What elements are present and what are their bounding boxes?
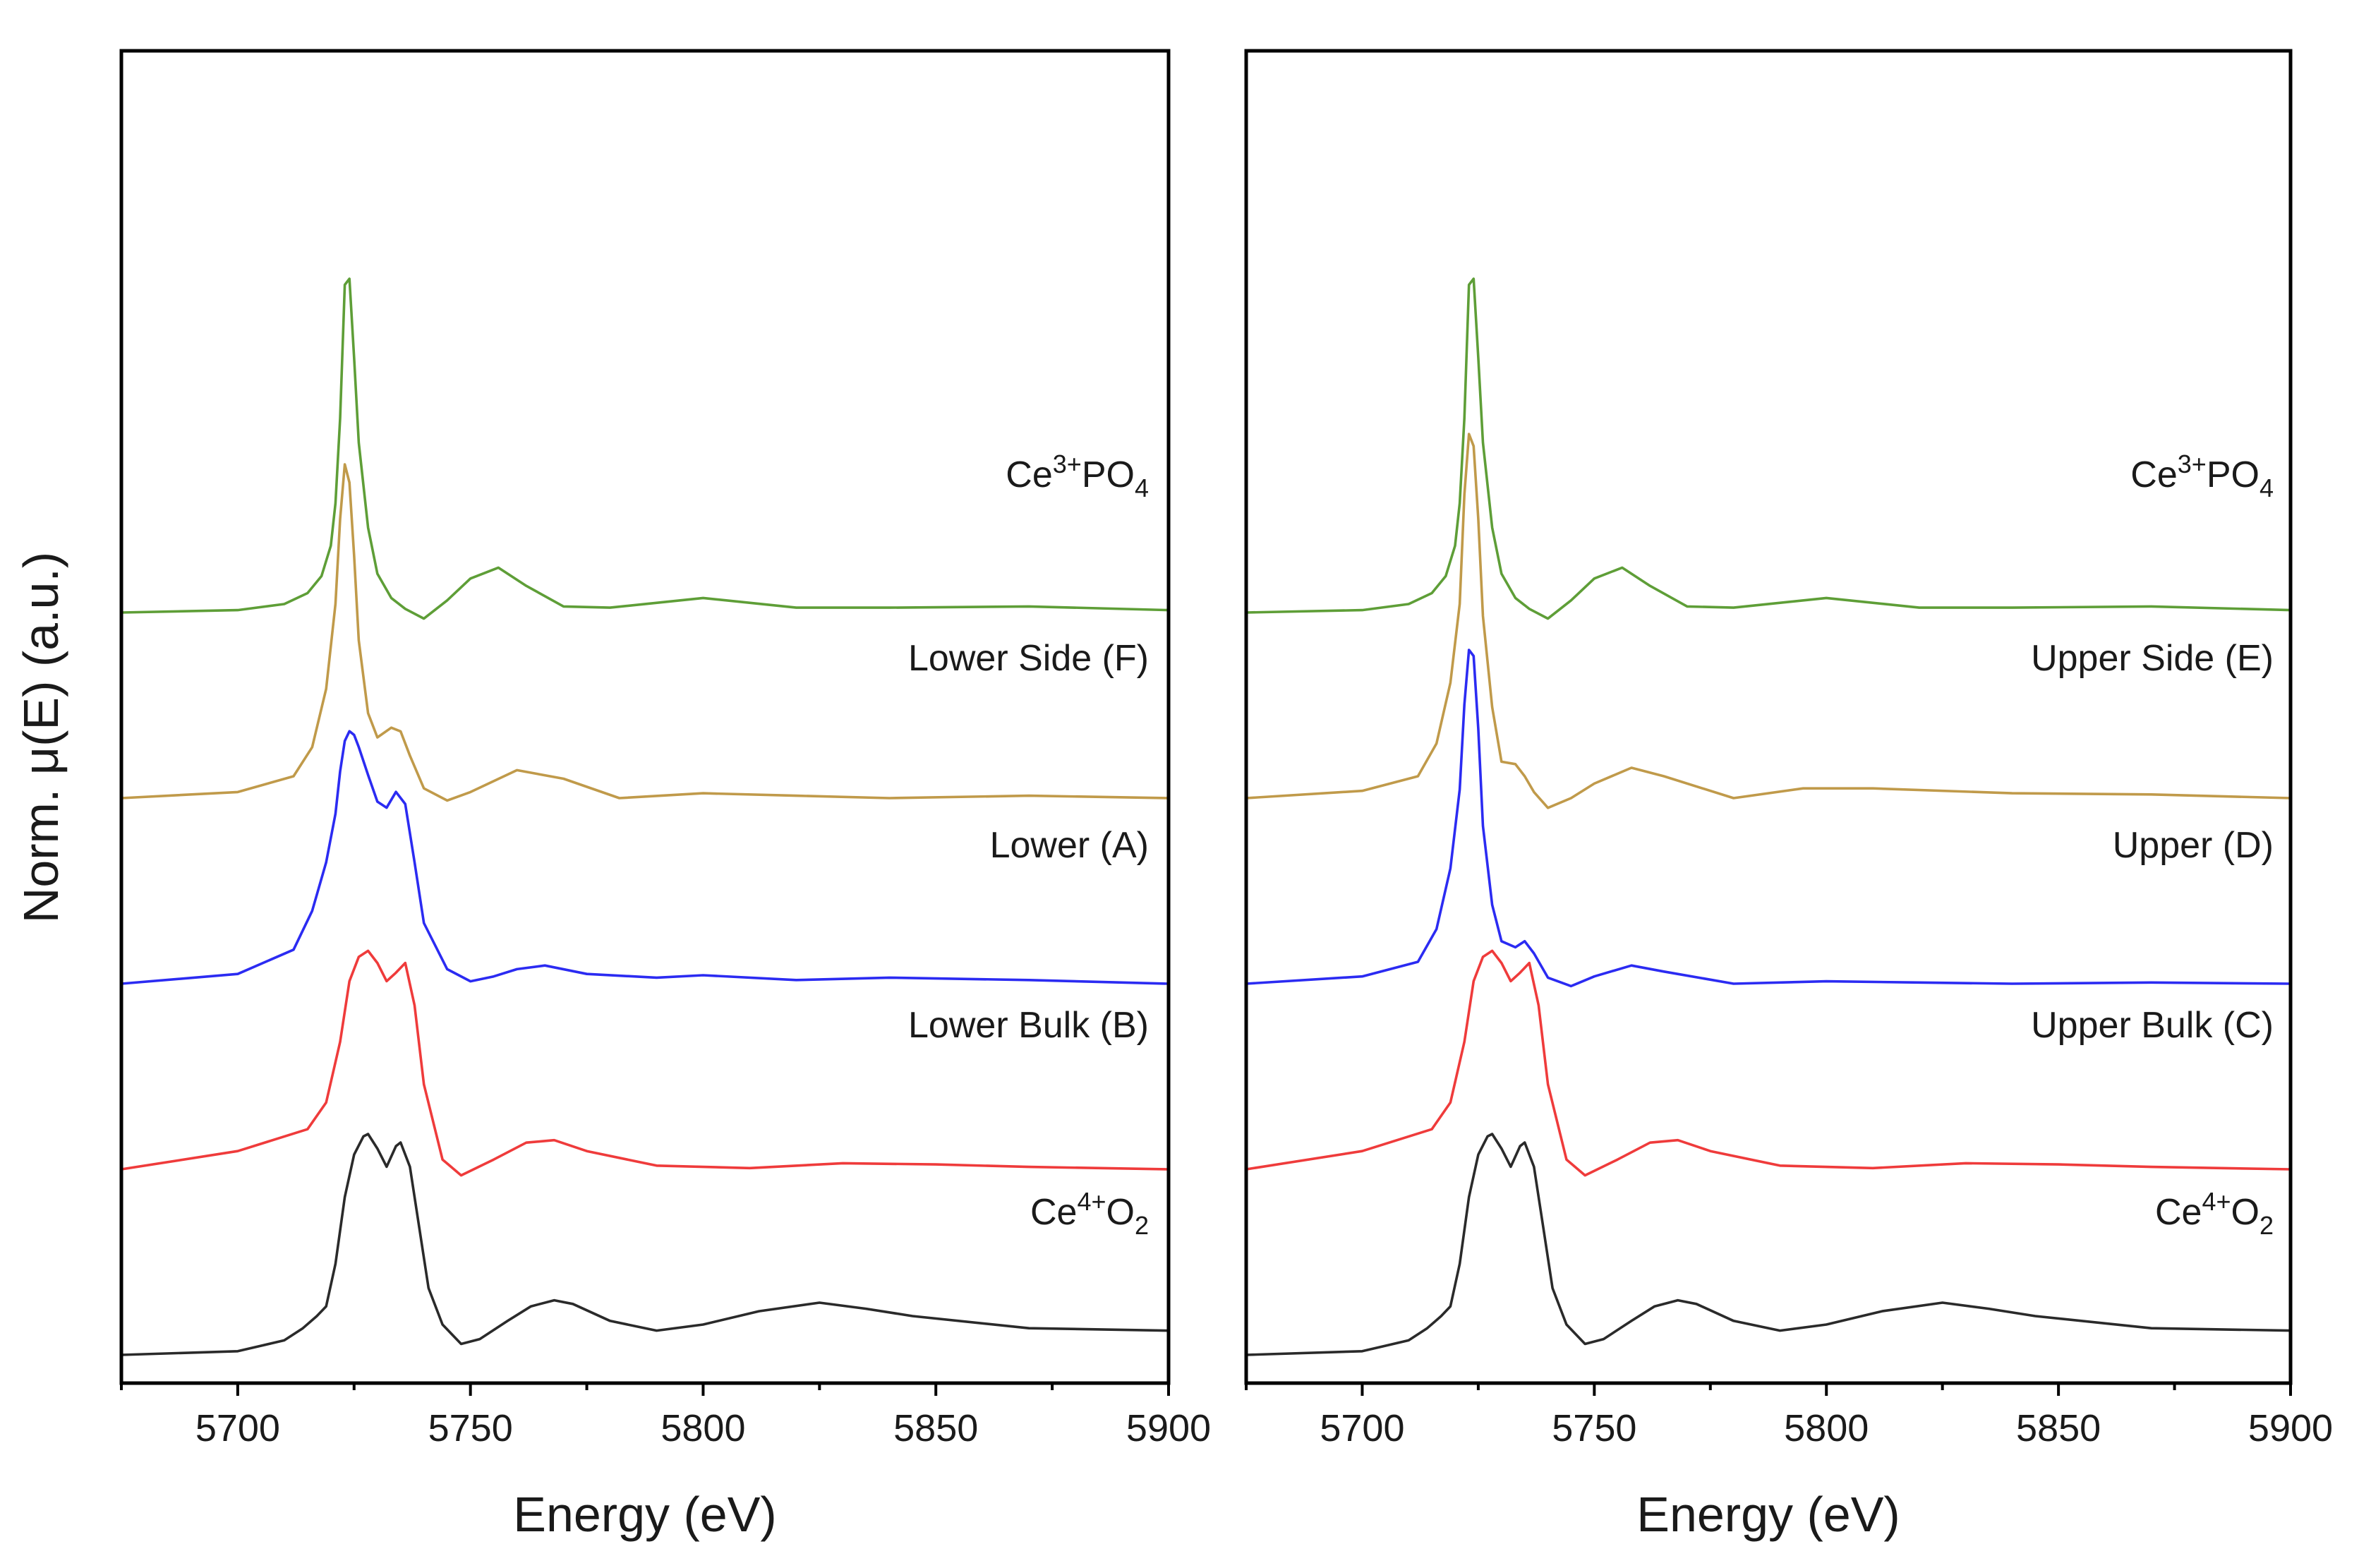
- series-label: Upper Side (E): [2031, 638, 2274, 679]
- series-label: Ce3+PO4: [2130, 450, 2274, 502]
- series-line-lower-a-: [120, 730, 1170, 985]
- x-tick-label: 5850: [893, 1407, 978, 1449]
- panel-right: Ce3+PO4 Upper Side (E) Upper (D) Upper Bulk…: [1244, 49, 2333, 1542]
- series-line-lower-bulk-b-: [120, 949, 1170, 1177]
- panel-left: Ce3+PO4 Lower Side (F) Lower (A) Lower Bulk…: [119, 49, 1211, 1542]
- series-label: Lower Side (F): [908, 638, 1149, 679]
- series-label: Upper Bulk (C): [2031, 1005, 2274, 1046]
- series-line-lower-side-f-: [120, 463, 1170, 802]
- series-line-upper-bulk-c-: [1245, 949, 2292, 1177]
- trace-label-group: Ce3+PO4 Lower Side (F) Lower (A) Lower Bulk…: [908, 450, 1149, 1240]
- x-axis-title: Energy (eV): [1636, 1487, 1900, 1542]
- x-tick-label: 5700: [195, 1407, 280, 1449]
- series-line-ce3-po4: [120, 277, 1170, 620]
- x-tick-label: 5750: [428, 1407, 513, 1449]
- trace-group: [120, 277, 1170, 1356]
- x-tick-label: 5750: [1552, 1407, 1636, 1449]
- series-line-ce4-o2: [1245, 1133, 2292, 1356]
- plot-frame: [119, 49, 1171, 1385]
- x-tick-label: 5700: [1320, 1407, 1404, 1449]
- series-label: Ce3+PO4: [1006, 450, 1149, 502]
- series-line-ce4-o2: [120, 1133, 1170, 1356]
- trace-label-group: Ce3+PO4 Upper Side (E) Upper (D) Upper Bulk…: [2031, 450, 2274, 1240]
- y-axis-title: Norm. μ(E) (a.u.): [13, 552, 68, 923]
- series-label: Ce4+O2: [2155, 1187, 2274, 1240]
- series-line-upper-d-: [1245, 649, 2292, 988]
- x-tick-label: 5850: [2016, 1407, 2101, 1449]
- trace-group: [1245, 277, 2292, 1356]
- x-tick-label: 5900: [1126, 1407, 1211, 1449]
- series-label: Lower Bulk (B): [908, 1005, 1149, 1046]
- x-tick-label: 5800: [660, 1407, 745, 1449]
- series-line-upper-side-e-: [1245, 433, 2292, 809]
- series-label: Lower (A): [990, 825, 1149, 866]
- x-tick-label: 5800: [1784, 1407, 1869, 1449]
- x-ticks: 5700 5750 5800 5850 5900: [120, 1383, 1211, 1449]
- series-label: Ce4+O2: [1030, 1187, 1149, 1240]
- x-tick-label: 5900: [2248, 1407, 2333, 1449]
- series-line-ce3-po4: [1245, 277, 2292, 620]
- plot-frame: [1244, 49, 2293, 1385]
- x-axis-title: Energy (eV): [513, 1487, 776, 1542]
- x-ticks: 5700 5750 5800 5850 5900: [1245, 1383, 2333, 1449]
- series-label: Upper (D): [2113, 825, 2274, 866]
